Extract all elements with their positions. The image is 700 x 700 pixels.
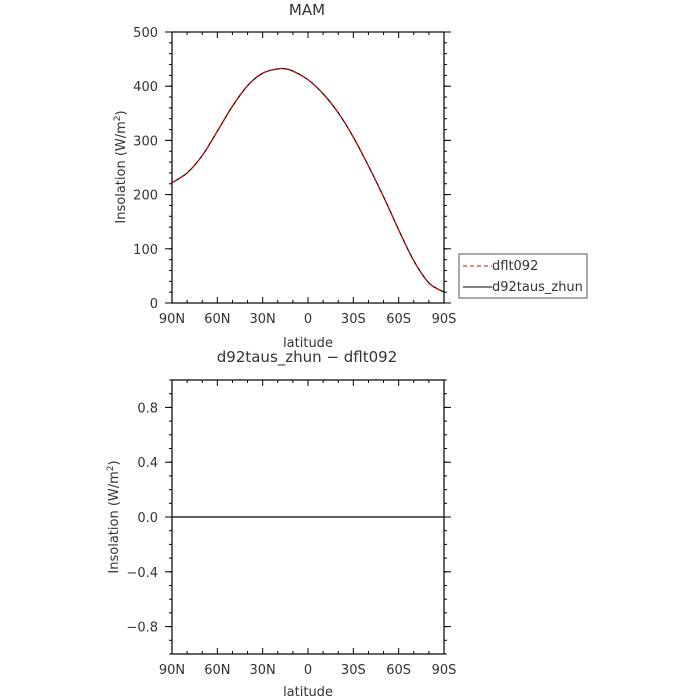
legend-box bbox=[458, 253, 588, 299]
x-tick-label: 0 bbox=[304, 312, 312, 327]
y-tick-label: 0.8 bbox=[137, 401, 158, 416]
x-tick-label: 60S bbox=[386, 312, 411, 327]
top-y-label-sup: 2 bbox=[113, 115, 123, 121]
legend-label-dflt092: dflt092 bbox=[492, 259, 538, 274]
y-tick-label: 300 bbox=[133, 134, 158, 149]
top-axis-ticks: 90N 60N 30N 0 30S 60S 90S 0 100 200 300 400 500 bbox=[133, 26, 456, 327]
series-line-d92taus_zhun bbox=[171, 67, 445, 293]
bottom-chart-title: d92taus_zhun − dflt092 bbox=[217, 348, 397, 367]
x-tick-label: 60S bbox=[386, 663, 411, 678]
top-plot-frame bbox=[171, 31, 445, 304]
legend-label-d92taus_zhun: d92taus_zhun bbox=[492, 280, 583, 295]
y-tick-label: 400 bbox=[133, 80, 158, 95]
bottom-y-label-tail: ) bbox=[107, 460, 122, 465]
y-tick-label: −0.8 bbox=[126, 621, 158, 636]
top-plot-lines bbox=[171, 67, 445, 293]
legend: dflt092 d92taus_zhun bbox=[458, 253, 588, 299]
top-y-label-tail: ) bbox=[114, 110, 129, 115]
y-tick-label: 0 bbox=[150, 297, 158, 312]
x-tick-label: 90N bbox=[159, 312, 185, 327]
x-tick-label: 90S bbox=[432, 663, 457, 678]
x-tick-label: 30N bbox=[250, 312, 276, 327]
top-y-axis-label: Insolation (W/m2) bbox=[113, 110, 129, 223]
x-tick-label: 90S bbox=[432, 312, 457, 327]
top-y-label-main: Insolation (W/m bbox=[114, 121, 129, 223]
x-tick-label: 60N bbox=[204, 663, 230, 678]
x-tick-label: 0 bbox=[304, 663, 312, 678]
x-tick-label: 30N bbox=[250, 663, 276, 678]
y-tick-label: −0.4 bbox=[126, 566, 158, 581]
y-tick-label: 200 bbox=[133, 189, 158, 204]
top-chart-title: MAM bbox=[289, 1, 325, 19]
bottom-y-axis-label: Insolation (W/m2) bbox=[106, 460, 122, 573]
bottom-y-label-main: Insolation (W/m bbox=[107, 471, 122, 573]
bottom-x-axis-label: latitude bbox=[283, 685, 333, 700]
top-x-axis-label: latitude bbox=[283, 336, 333, 351]
x-tick-label: 90N bbox=[159, 663, 185, 678]
bottom-axis-ticks: 90N 60N 30N 0 30S 60S 90S −0.8 −0.4 0.0 0.4 0.8 bbox=[126, 379, 457, 678]
bottom-y-label-sup: 2 bbox=[106, 465, 116, 471]
y-tick-label: 0.4 bbox=[137, 456, 158, 471]
bottom-panel: d92taus_zhun − dflt092 90N 60N 30N 0 30S 60S 9… bbox=[106, 348, 456, 700]
series-line-dflt092 bbox=[171, 67, 445, 293]
x-tick-label: 60N bbox=[204, 312, 230, 327]
y-tick-label: 0.0 bbox=[137, 511, 158, 526]
y-tick-label: 100 bbox=[133, 243, 158, 258]
y-tick-label: 500 bbox=[133, 26, 158, 41]
x-tick-label: 30S bbox=[341, 663, 366, 678]
top-panel: MAM 90N 60N 30N 0 30S 60S 90S0100200300400500 … bbox=[113, 1, 588, 351]
x-tick-label: 30S bbox=[341, 312, 366, 327]
